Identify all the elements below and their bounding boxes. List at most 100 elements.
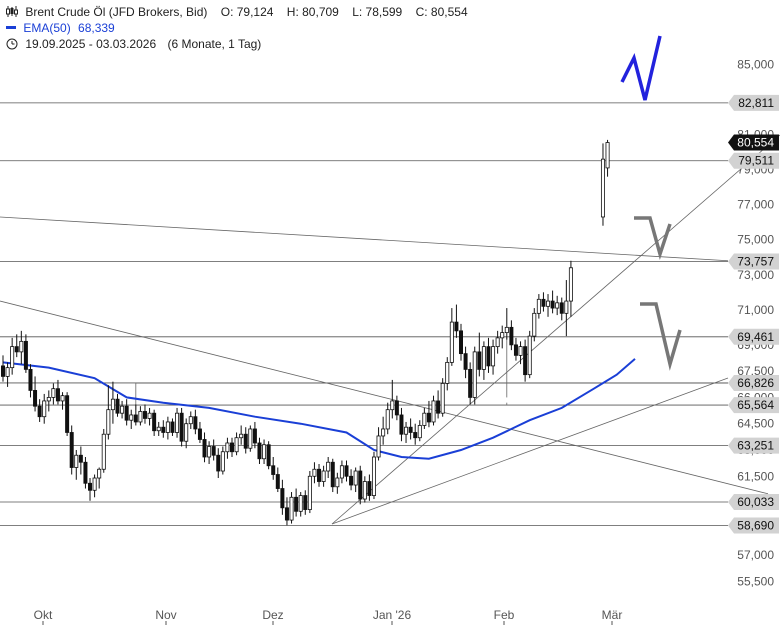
candle[interactable]: [0, 355, 6, 382]
level-price-label[interactable]: 79,511: [728, 152, 779, 169]
candle[interactable]: [312, 462, 317, 484]
candle[interactable]: [175, 407, 180, 438]
candle[interactable]: [19, 330, 24, 365]
candle[interactable]: [23, 334, 28, 373]
candle[interactable]: [197, 421, 202, 443]
candle[interactable]: [142, 404, 147, 424]
candle[interactable]: [124, 399, 129, 426]
candle[interactable]: [220, 446, 225, 475]
level-price-label[interactable]: 65,564: [728, 397, 779, 414]
candle[interactable]: [541, 292, 546, 312]
candle[interactable]: [376, 427, 381, 461]
candle[interactable]: [101, 428, 106, 473]
candle[interactable]: [239, 425, 244, 445]
candle[interactable]: [14, 334, 19, 358]
candle[interactable]: [546, 294, 551, 317]
candle[interactable]: [463, 346, 468, 379]
candle[interactable]: [518, 341, 523, 365]
candle[interactable]: [358, 465, 363, 505]
candle[interactable]: [284, 497, 289, 526]
candle[interactable]: [326, 456, 331, 479]
candle[interactable]: [55, 379, 60, 405]
candle[interactable]: [5, 362, 10, 387]
candle[interactable]: [115, 393, 120, 417]
ema-legend[interactable]: EMA(50) 68,339: [6, 21, 115, 35]
candle[interactable]: [468, 362, 473, 405]
level-price-label[interactable]: 63,251: [728, 437, 779, 454]
candle[interactable]: [532, 308, 537, 342]
candle[interactable]: [280, 479, 285, 515]
candle[interactable]: [262, 439, 267, 465]
candle[interactable]: [491, 339, 496, 375]
candle[interactable]: [51, 383, 56, 405]
candle[interactable]: [458, 323, 463, 361]
candle[interactable]: [605, 139, 610, 177]
candle[interactable]: [568, 260, 573, 317]
candle[interactable]: [509, 320, 514, 351]
candle[interactable]: [436, 390, 441, 419]
candle[interactable]: [408, 418, 413, 440]
candle[interactable]: [216, 448, 221, 479]
candle[interactable]: [120, 400, 125, 419]
candle[interactable]: [37, 399, 42, 422]
candle[interactable]: [211, 439, 216, 461]
candle[interactable]: [74, 449, 79, 480]
candle[interactable]: [339, 460, 344, 484]
trend-line[interactable]: [331, 377, 729, 525]
level-price-label[interactable]: 73,757: [728, 253, 779, 270]
candle[interactable]: [404, 421, 409, 443]
candle[interactable]: [367, 474, 372, 501]
candle[interactable]: [69, 425, 74, 475]
candle[interactable]: [193, 409, 198, 435]
candle[interactable]: [431, 395, 436, 426]
candle[interactable]: [129, 409, 134, 429]
candle[interactable]: [275, 467, 280, 493]
candle[interactable]: [504, 308, 509, 340]
candle[interactable]: [184, 418, 189, 449]
candle[interactable]: [165, 416, 170, 440]
candle[interactable]: [202, 432, 207, 463]
candle[interactable]: [110, 381, 115, 424]
candle[interactable]: [46, 390, 51, 412]
candle[interactable]: [78, 446, 83, 475]
candle[interactable]: [477, 332, 482, 377]
candle[interactable]: [495, 330, 500, 354]
trend-line[interactable]: [0, 300, 769, 495]
candle[interactable]: [133, 404, 138, 426]
candle[interactable]: [353, 467, 358, 493]
candle[interactable]: [559, 297, 564, 321]
candle[interactable]: [10, 337, 15, 375]
candle[interactable]: [417, 420, 422, 442]
candle[interactable]: [481, 341, 486, 380]
candle[interactable]: [97, 467, 102, 489]
chart-type-icon[interactable]: [6, 6, 18, 17]
candle[interactable]: [152, 409, 157, 436]
candle[interactable]: [449, 308, 454, 366]
candle[interactable]: [147, 407, 152, 426]
candle[interactable]: [472, 346, 477, 405]
candle[interactable]: [33, 376, 38, 412]
candle[interactable]: [156, 421, 161, 436]
candle[interactable]: [207, 441, 212, 465]
candle[interactable]: [335, 472, 340, 494]
candle[interactable]: [243, 427, 248, 454]
candle[interactable]: [527, 330, 532, 379]
candle[interactable]: [252, 421, 257, 449]
candle[interactable]: [555, 295, 560, 316]
last-price-label[interactable]: 80,554: [728, 134, 779, 151]
candle[interactable]: [394, 395, 399, 421]
candle[interactable]: [536, 294, 541, 319]
candle[interactable]: [298, 492, 303, 517]
candle[interactable]: [523, 339, 528, 382]
candle[interactable]: [440, 378, 445, 417]
candle[interactable]: [362, 476, 367, 503]
trend-line[interactable]: [0, 216, 729, 262]
candle[interactable]: [225, 437, 230, 459]
candle[interactable]: [330, 458, 335, 493]
candle[interactable]: [83, 456, 88, 489]
level-price-label[interactable]: 58,690: [728, 517, 779, 534]
candle[interactable]: [371, 451, 376, 500]
candle[interactable]: [92, 474, 97, 498]
candle[interactable]: [390, 379, 395, 419]
candle[interactable]: [271, 456, 276, 480]
